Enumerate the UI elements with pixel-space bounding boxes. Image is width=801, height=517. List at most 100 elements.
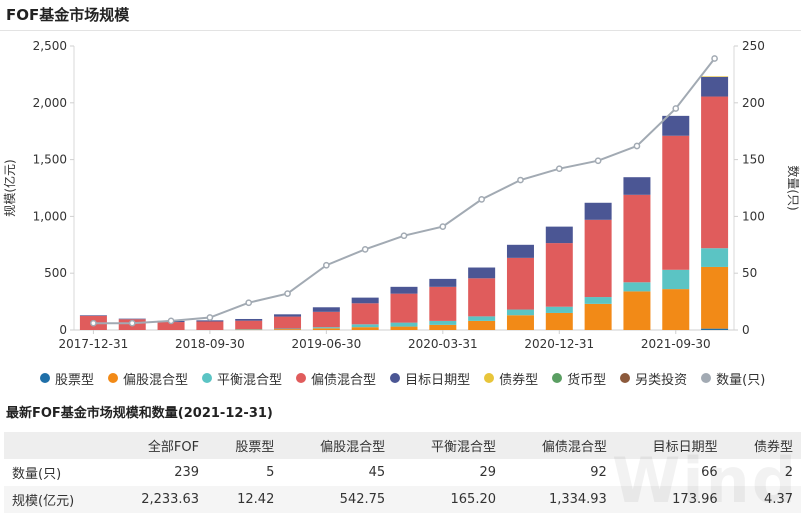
table-cell: 29: [479, 465, 496, 480]
bar-segment: [118, 318, 146, 320]
bar-segment: [701, 328, 729, 330]
bar-segment: [662, 135, 690, 270]
legend-label: 货币型: [567, 372, 607, 388]
legend-marker: [108, 373, 119, 383]
bar-segment: [545, 243, 573, 307]
bar-segment: [701, 248, 729, 267]
bar-segment: [312, 307, 340, 312]
count-point: [672, 105, 680, 112]
bar-segment: [390, 322, 418, 327]
legend-item[interactable]: 偏股混合型: [108, 369, 188, 388]
bar-segment: [429, 320, 457, 325]
table-cell: 2,233.63: [141, 492, 200, 507]
legend-label: 另类投资: [635, 372, 688, 388]
bar-segment: [623, 194, 651, 283]
legend-item[interactable]: 货币型: [552, 369, 606, 388]
bar-segment: [545, 312, 573, 330]
bar-segment: [506, 244, 534, 258]
legend-item[interactable]: 债券型: [484, 369, 538, 388]
bar-segment: [274, 316, 302, 329]
y-tick-label-right: 150: [742, 153, 765, 167]
legend-label: 平衡混合型: [217, 372, 283, 388]
bar-segment: [351, 303, 379, 325]
bar-segment: [623, 291, 651, 330]
bar-segment: [196, 321, 224, 330]
y-tick-label-left: 2,000: [33, 96, 67, 110]
column-header: 平衡混合型: [430, 440, 496, 455]
y-tick-label-right: 200: [742, 96, 765, 110]
bar-segment: [235, 329, 263, 330]
legend-item[interactable]: 平衡混合型: [202, 369, 282, 388]
count-point: [711, 55, 718, 62]
table-body: 数量(只) 239 5 45 29 92 66 2 规模(亿元) 2,233.63 12.42 542…: [4, 459, 801, 513]
bar-segment: [468, 316, 496, 321]
bar-segment: [312, 328, 340, 330]
legend-item[interactable]: 股票型: [40, 369, 94, 388]
table-cell: 165.20: [450, 492, 497, 507]
bar-segment: [235, 320, 263, 330]
bar-segment: [429, 286, 457, 321]
bar-segment: [157, 322, 185, 330]
column-header: 股票型: [235, 440, 275, 455]
bar-segment: [312, 311, 340, 328]
table-cell: 92: [590, 465, 607, 480]
count-point: [517, 176, 524, 184]
bar-segment: [312, 327, 340, 329]
count-point: [633, 142, 641, 150]
x-tick-label: 2018-09-30: [175, 337, 245, 351]
count-point: [128, 319, 136, 327]
count-point: [478, 196, 485, 203]
summary-table: 全部FOF 股票型 偏股混合型 平衡混合型 偏债混合型 目标日期型 债券型 数量(只) 239…: [4, 432, 801, 513]
table-cell: 173.96: [672, 492, 718, 507]
table-cell: 1,334.93: [548, 492, 607, 507]
count-point: [594, 157, 602, 165]
bar-segment: [274, 328, 302, 330]
legend-label: 数量(只): [716, 372, 766, 388]
bar-segment: [468, 267, 496, 279]
bar-segment: [351, 327, 379, 330]
bar-segment: [623, 177, 651, 195]
legend-marker: [296, 373, 307, 383]
y-tick-label-right: 50: [742, 266, 757, 280]
table-cell: 2: [784, 465, 793, 480]
legend-label: 偏债混合型: [311, 372, 377, 388]
bar-segment: [584, 202, 612, 220]
x-tick-label: 2021-09-30: [641, 337, 711, 351]
legend-marker: [552, 373, 563, 383]
y-tick-label-left: 1,500: [33, 153, 67, 167]
table-cell: 12.42: [237, 492, 275, 507]
y-tick-label-left: 0: [59, 323, 67, 337]
chart-legend: 股票型 偏股混合型 平衡混合型 偏债混合型 目标日期型 债券型 货币型 另类投资 数量(只): [40, 368, 779, 388]
bar-segment: [701, 76, 729, 97]
count-point: [90, 319, 97, 327]
legend-item[interactable]: 偏债混合型: [296, 369, 376, 388]
count-point: [323, 261, 330, 269]
x-tick-label: 2019-06-30: [291, 337, 361, 351]
count-point: [206, 314, 214, 321]
table-cell: 数量(只): [12, 467, 62, 482]
bar-segment: [506, 309, 534, 316]
legend-label: 目标日期型: [405, 372, 471, 388]
count-point: [400, 232, 408, 240]
legend-label: 偏股混合型: [123, 372, 189, 388]
x-tick-label: 2020-03-31: [408, 337, 478, 351]
table-header-row: 全部FOF 股票型 偏股混合型 平衡混合型 偏债混合型 目标日期型 债券型: [4, 432, 801, 459]
y-axis-title-right: 数量(只): [786, 165, 801, 210]
column-header: 目标日期型: [652, 440, 718, 455]
table-cell: 66: [701, 465, 718, 480]
x-tick-label: 2020-12-31: [524, 337, 594, 351]
title-divider: [0, 30, 801, 31]
legend-item[interactable]: 另类投资: [620, 369, 687, 388]
bar-segment: [662, 289, 690, 330]
bar-segment: [701, 96, 729, 249]
count-line: [93, 57, 716, 325]
legend-item[interactable]: 数量(只): [701, 369, 765, 388]
bar-segment: [196, 320, 224, 322]
bar-segment: [274, 314, 302, 317]
bar-segment: [235, 318, 263, 321]
legend-marker: [40, 373, 50, 383]
table-cell: 542.75: [339, 492, 386, 507]
x-tick-label: 2017-12-31: [59, 337, 129, 351]
bar-segment: [351, 297, 379, 304]
legend-item[interactable]: 目标日期型: [390, 369, 470, 388]
